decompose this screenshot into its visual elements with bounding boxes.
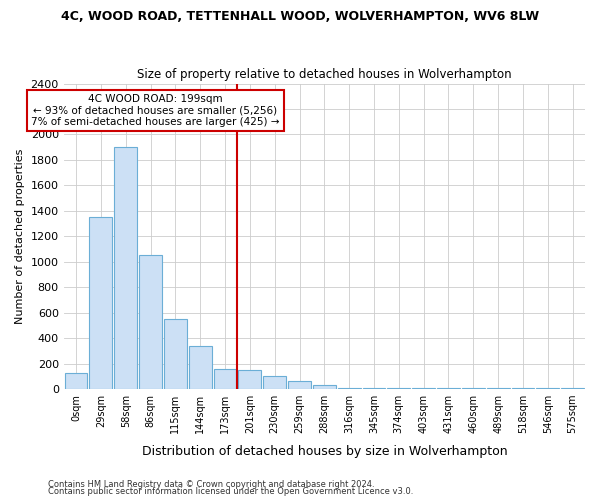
Bar	[115, 147, 137, 389]
Bar	[189, 346, 212, 389]
Text: 4C WOOD ROAD: 199sqm
← 93% of detached houses are smaller (5,256)
7% of semi-det: 4C WOOD ROAD: 199sqm ← 93% of detached h…	[31, 94, 280, 127]
Bar	[313, 385, 336, 389]
Bar	[362, 388, 385, 389]
Y-axis label: Number of detached properties: Number of detached properties	[15, 148, 25, 324]
Bar	[65, 373, 88, 389]
Bar	[512, 388, 535, 389]
Bar	[338, 388, 361, 389]
Bar	[462, 388, 485, 389]
Text: Contains HM Land Registry data © Crown copyright and database right 2024.: Contains HM Land Registry data © Crown c…	[48, 480, 374, 489]
Bar	[536, 388, 559, 389]
Bar	[214, 368, 236, 389]
Bar	[139, 256, 162, 389]
Bar	[487, 388, 509, 389]
Text: Contains public sector information licensed under the Open Government Licence v3: Contains public sector information licen…	[48, 488, 413, 496]
X-axis label: Distribution of detached houses by size in Wolverhampton: Distribution of detached houses by size …	[142, 444, 507, 458]
Bar	[164, 319, 187, 389]
Text: 4C, WOOD ROAD, TETTENHALL WOOD, WOLVERHAMPTON, WV6 8LW: 4C, WOOD ROAD, TETTENHALL WOOD, WOLVERHA…	[61, 10, 539, 23]
Bar	[388, 388, 410, 389]
Bar	[263, 376, 286, 389]
Bar	[437, 388, 460, 389]
Bar	[238, 370, 261, 389]
Bar	[412, 388, 435, 389]
Bar	[561, 388, 584, 389]
Bar	[288, 382, 311, 389]
Bar	[89, 217, 112, 389]
Title: Size of property relative to detached houses in Wolverhampton: Size of property relative to detached ho…	[137, 68, 512, 81]
